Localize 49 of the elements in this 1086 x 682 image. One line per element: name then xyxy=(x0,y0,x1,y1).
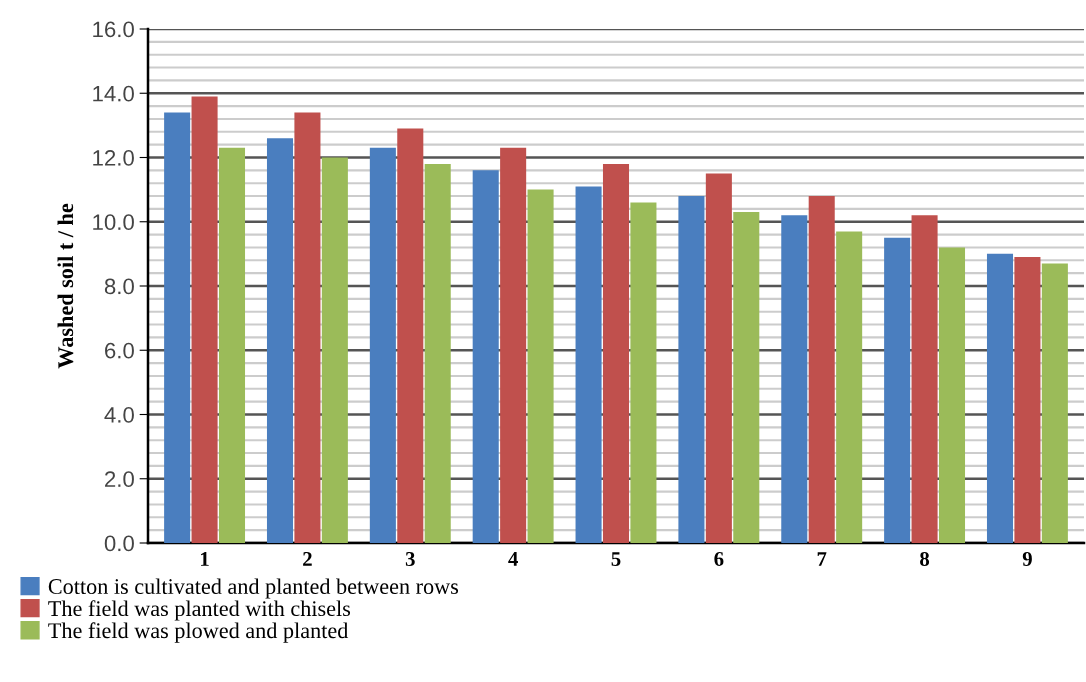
bar xyxy=(781,215,808,543)
bar xyxy=(836,231,863,543)
bar xyxy=(500,147,527,543)
legend-label: The field was plowed and planted xyxy=(48,622,349,643)
bar xyxy=(472,170,499,543)
y-tick-label: 2.0 xyxy=(105,471,134,488)
bar xyxy=(911,215,938,543)
bar xyxy=(884,237,911,543)
x-tick-label: 4 xyxy=(508,552,518,566)
bar xyxy=(678,196,705,543)
bar xyxy=(1041,263,1068,543)
x-tick-label: 1 xyxy=(201,552,209,566)
y-axis-title: Washed soil t / he xyxy=(57,203,74,369)
bar xyxy=(1014,257,1041,543)
bar xyxy=(218,147,246,543)
bar xyxy=(164,112,191,543)
bar xyxy=(938,247,966,543)
bar xyxy=(808,196,835,543)
bar xyxy=(424,163,451,543)
bar xyxy=(733,212,760,543)
x-tick-label: 9 xyxy=(1022,551,1032,566)
bar xyxy=(294,112,321,543)
x-tick-label: 2 xyxy=(303,551,312,566)
bar xyxy=(527,189,554,543)
y-tick-label: 10.0 xyxy=(93,214,134,231)
legend-label: Cotton is cultivated and planted between rows xyxy=(48,578,459,599)
x-tick-label: 6 xyxy=(714,551,724,566)
bar xyxy=(630,202,657,543)
bar xyxy=(191,96,218,543)
y-tick-label: 12.0 xyxy=(93,150,134,166)
y-tick-label: 14.0 xyxy=(93,85,134,102)
bar xyxy=(602,163,630,543)
bar xyxy=(986,253,1014,543)
y-tick-label: 8.0 xyxy=(104,278,134,295)
x-tick-label: 3 xyxy=(405,551,415,566)
bar xyxy=(397,128,424,543)
bar xyxy=(321,157,348,543)
y-tick-label: 4.0 xyxy=(104,407,134,423)
y-tick-label: 0.0 xyxy=(104,535,134,552)
bar xyxy=(266,138,294,543)
x-tick-label: 5 xyxy=(611,552,621,566)
bar xyxy=(705,173,732,543)
x-tick-label: 7 xyxy=(817,552,827,566)
y-tick-label: 16.0 xyxy=(93,21,134,38)
bar xyxy=(575,186,602,543)
y-tick-label: 6.0 xyxy=(105,342,134,359)
x-tick-label: 8 xyxy=(920,551,930,566)
legend-label: The field was planted with chisels xyxy=(48,600,351,621)
bar xyxy=(369,147,396,543)
